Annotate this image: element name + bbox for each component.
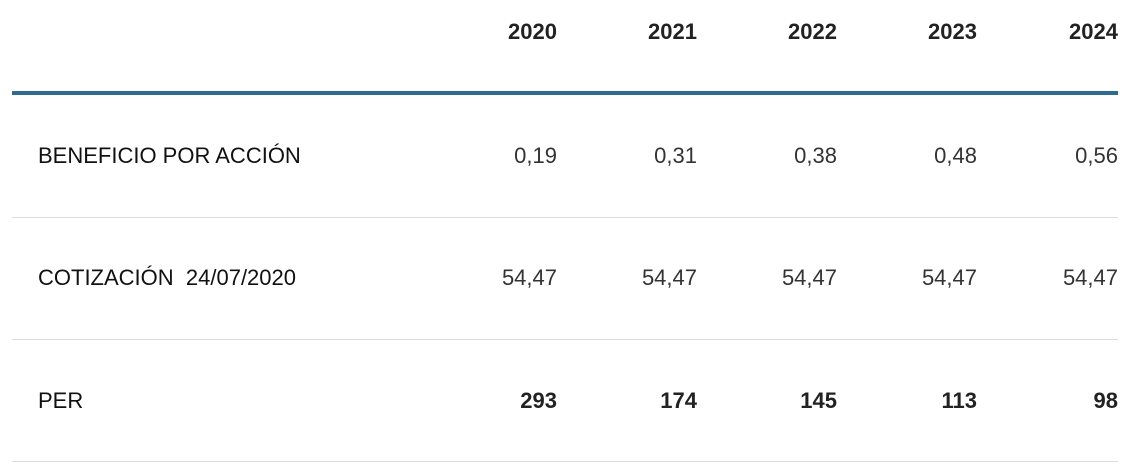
row-separator [12, 339, 1118, 340]
cell-value: 0,31 [654, 143, 697, 168]
cell-value: 54,47 [501, 265, 557, 290]
cell-value: 54,47 [1062, 265, 1118, 290]
column-header: 2020 [508, 19, 557, 44]
cell-value: 54,47 [781, 265, 837, 290]
cell-value: 145 [800, 388, 837, 413]
cell-value: 54,47 [921, 265, 977, 290]
cell-value: 0,56 [1075, 143, 1118, 168]
header-rule [12, 91, 1118, 95]
column-header: 2021 [648, 19, 697, 44]
row-label: COTIZACIÓN 24/07/2020 [38, 265, 296, 290]
cell-value: 0,38 [794, 143, 837, 168]
column-header: 2022 [788, 19, 837, 44]
row-separator [12, 461, 1118, 462]
row-separator [12, 217, 1118, 218]
cell-value: 113 [941, 388, 978, 413]
cell-value: 54,47 [641, 265, 697, 290]
cell-value: 98 [1093, 388, 1118, 413]
cell-value: 0,19 [514, 143, 557, 168]
cell-value: 174 [660, 388, 697, 413]
column-header: 2024 [1069, 19, 1118, 44]
cell-value: 293 [520, 388, 557, 413]
row-label: PER [38, 388, 84, 413]
cell-value: 0,48 [934, 143, 977, 168]
row-label: BENEFICIO POR ACCIÓN [38, 143, 301, 168]
column-header: 2023 [928, 19, 977, 44]
